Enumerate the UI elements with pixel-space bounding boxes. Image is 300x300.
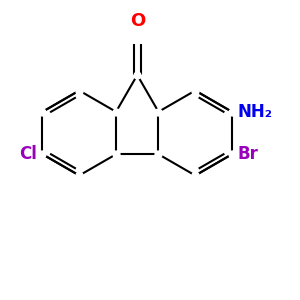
Text: Br: Br xyxy=(237,145,258,163)
Text: Cl: Cl xyxy=(20,145,38,163)
Text: NH₂: NH₂ xyxy=(237,103,272,121)
Text: O: O xyxy=(130,12,145,30)
